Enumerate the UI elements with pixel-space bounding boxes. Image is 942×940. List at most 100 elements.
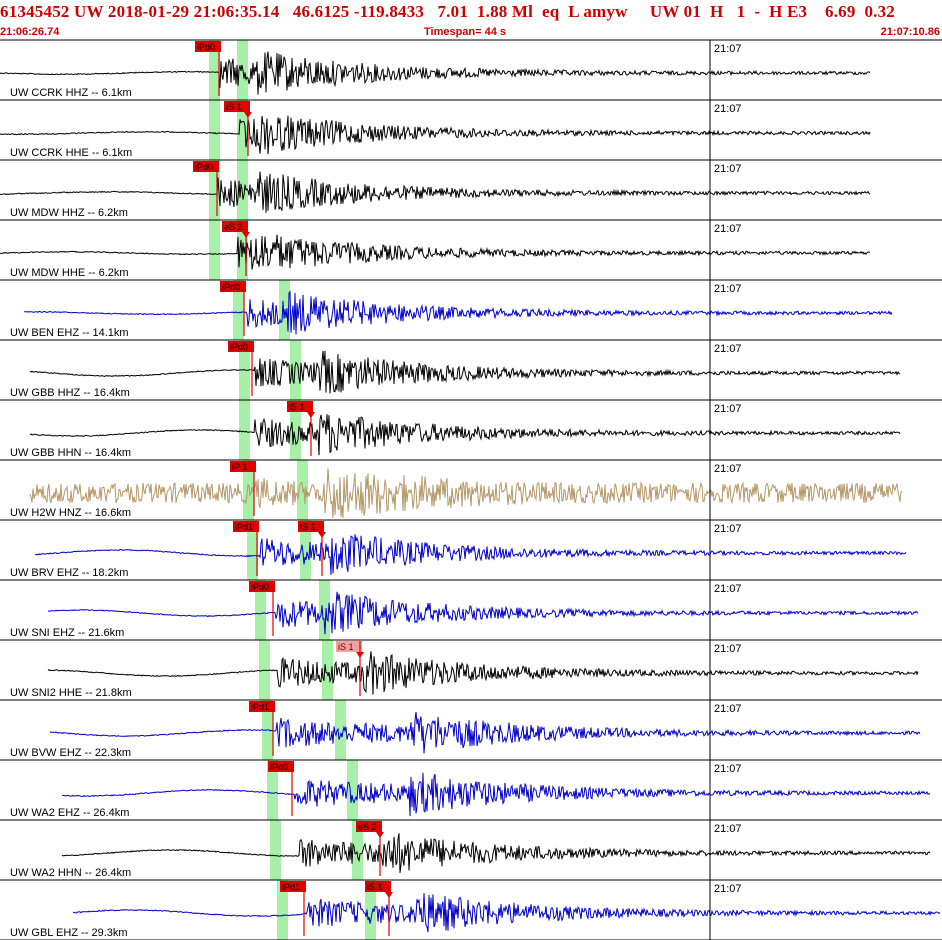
pick-window-band (243, 460, 254, 520)
minute-marker-label: 21:07 (714, 283, 742, 295)
event-summary-title: 61345452 UW 2018-01-29 21:06:35.14 46.61… (0, 2, 896, 21)
phase-pick-label: eS 2 (224, 222, 243, 232)
minute-marker-label: 21:07 (714, 343, 742, 355)
phase-pick-label: iP 1 (232, 462, 247, 472)
phase-pick-tag[interactable] (249, 701, 275, 712)
phase-pick-tag[interactable] (233, 521, 259, 532)
minute-marker-label: 21:07 (714, 763, 742, 775)
phase-pick-label: iS 1 (289, 402, 305, 412)
end-time-label: 21:07:10.86 (880, 26, 940, 38)
phase-pick-tag[interactable] (228, 341, 254, 352)
phase-pick-tag[interactable] (222, 221, 248, 232)
pick-window-band (209, 160, 220, 220)
pick-window-band (255, 580, 266, 640)
pick-window-band (239, 400, 250, 460)
minute-marker-label: 21:07 (714, 643, 742, 655)
phase-pick-label: iS 1 (226, 102, 242, 112)
minute-marker-label: 21:07 (714, 823, 742, 835)
waveform-trace (61, 833, 931, 873)
minute-marker-label: 21:07 (714, 703, 742, 715)
pick-window-band (300, 520, 311, 580)
minute-marker-label: 21:07 (714, 463, 742, 475)
waveform-trace (0, 115, 871, 155)
pick-window-band (233, 280, 244, 340)
phase-pick-tag[interactable] (356, 821, 382, 832)
station-channel-label: UW H2W HNZ -- 16.6km (10, 507, 131, 519)
minute-marker-label: 21:07 (714, 43, 742, 55)
phase-pick-label: iS 1 (300, 522, 316, 532)
pick-window-band (335, 700, 346, 760)
phase-pick-tag[interactable] (365, 881, 391, 892)
phase-pick-label: iPd0 (270, 762, 288, 772)
waveform-trace (0, 234, 871, 270)
waveform-trace (34, 534, 907, 575)
pick-marker-triangle (356, 652, 364, 658)
pick-marker-triangle (318, 532, 326, 538)
minute-marker-label: 21:07 (714, 103, 742, 115)
waveform-trace (47, 651, 919, 695)
start-time-label: 21:06:26.74 (0, 26, 60, 38)
phase-pick-label: iPd1 (282, 882, 300, 892)
station-channel-label: UW CCRK HHZ -- 6.1km (10, 87, 132, 99)
phase-pick-tag[interactable] (230, 461, 256, 472)
phase-pick-label: iPd0 (230, 342, 248, 352)
pick-marker-triangle (242, 232, 250, 238)
pick-window-band (237, 100, 248, 160)
pick-marker-triangle (307, 412, 315, 418)
phase-pick-tag[interactable] (224, 101, 250, 112)
phase-pick-tag[interactable] (287, 401, 313, 412)
phase-pick-label: iS 1 (367, 882, 383, 892)
minute-marker-label: 21:07 (714, 403, 742, 415)
phase-pick-label: iPd1 (235, 522, 253, 532)
minute-marker-label: 21:07 (714, 883, 742, 895)
phase-pick-tag[interactable] (280, 881, 306, 892)
station-channel-label: UW WA2 EHZ -- 26.4km (10, 807, 129, 819)
station-channel-label: UW GBL EHZ -- 29.3km (10, 927, 128, 939)
waveform-trace (49, 712, 921, 754)
pick-window-band (347, 760, 358, 820)
waveform-trace (61, 772, 931, 817)
phase-pick-tag[interactable] (298, 521, 324, 532)
pick-marker-triangle (244, 112, 252, 118)
pick-window-band (319, 580, 330, 640)
pick-window-band (209, 220, 220, 280)
phase-pick-tag[interactable] (249, 581, 275, 592)
waveform-trace (24, 290, 893, 335)
waveform-trace (29, 350, 901, 394)
pick-marker-triangle (385, 892, 393, 898)
pick-window-band (209, 100, 220, 160)
station-channel-label: UW CCRK HHE -- 6.1km (10, 147, 132, 159)
pick-window-band (290, 340, 301, 400)
phase-pick-label: iPd0 (251, 582, 269, 592)
phase-pick-label: iPd0 (222, 282, 240, 292)
phase-pick-label: iS 1 (338, 642, 354, 652)
waveform-trace (47, 591, 919, 635)
station-channel-label: UW BVW EHZ -- 22.3km (10, 747, 131, 759)
pick-window-band (352, 820, 363, 880)
pick-window-band (209, 40, 220, 100)
station-channel-label: UW GBB HHN -- 16.4km (10, 447, 131, 459)
station-channel-label: UW WA2 HHN -- 26.4km (10, 867, 131, 879)
phase-pick-label: iPd0 (195, 162, 213, 172)
phase-pick-tag[interactable] (193, 161, 219, 172)
station-channel-label: UW GBB HHZ -- 16.4km (10, 387, 130, 399)
minute-marker-label: 21:07 (714, 163, 742, 175)
station-channel-label: UW BEN EHZ -- 14.1km (10, 327, 129, 339)
minute-marker-label: 21:07 (714, 223, 742, 235)
station-channel-label: UW SNI EHZ -- 21.6km (10, 627, 124, 639)
station-channel-label: UW BRV EHZ -- 18.2km (10, 567, 128, 579)
phase-pick-label: iPd0 (197, 42, 215, 52)
phase-pick-tag[interactable] (195, 41, 221, 52)
phase-pick-tag[interactable] (220, 281, 246, 292)
pick-window-band (365, 880, 376, 940)
waveform-trace (0, 51, 871, 95)
station-channel-label: UW MDW HHE -- 6.2km (10, 267, 129, 279)
waveform-trace (72, 893, 941, 933)
waveform-trace (29, 414, 901, 456)
pick-window-band (322, 640, 333, 700)
phase-pick-tag[interactable] (336, 641, 362, 652)
station-channel-label: UW MDW HHZ -- 6.2km (10, 207, 128, 219)
phase-pick-tag[interactable] (268, 761, 294, 772)
pick-window-band (277, 880, 288, 940)
